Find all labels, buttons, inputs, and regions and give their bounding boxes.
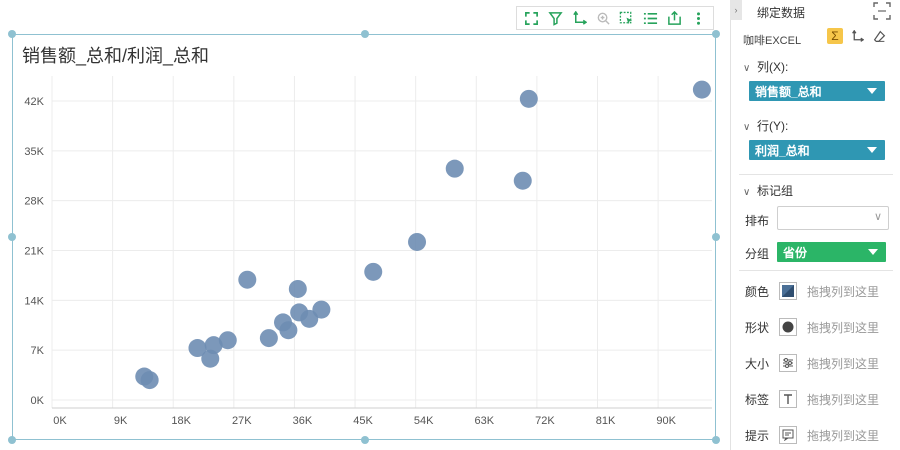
divider [739, 270, 893, 271]
more-icon[interactable] [689, 9, 707, 27]
y-tick-label: 42K [24, 96, 44, 108]
rows-section[interactable]: ∨ 行(Y): [743, 119, 789, 133]
x-tick-label: 90K [656, 415, 676, 427]
y-tick-label: 35K [24, 146, 44, 158]
data-point[interactable] [204, 336, 223, 355]
chevron-down-icon: ∨ [743, 122, 751, 133]
data-point[interactable] [201, 349, 220, 368]
data-point[interactable] [188, 339, 207, 358]
y-tick-label: 7K [31, 345, 45, 357]
rows-field-pill[interactable]: 利润_总和 [749, 140, 885, 160]
size-drop-row[interactable]: 大小 拖拽列到这里 [745, 354, 879, 372]
color-icon [779, 282, 797, 300]
data-point[interactable] [408, 232, 427, 251]
export-icon[interactable] [665, 9, 683, 27]
label-drop-row[interactable]: 标签 拖拽列到这里 [745, 390, 879, 408]
source-tools: Σ [827, 28, 887, 44]
x-tick-label: 36K [293, 415, 313, 427]
resize-handle-tc[interactable] [361, 30, 369, 38]
chart-area: 销售额_总和/利润_总和 0K 7K 14K 21K 28K 35K 42K 0K 9K 18K 2… [8, 6, 720, 444]
x-tick-label: 27K [232, 415, 252, 427]
eraser-icon[interactable] [871, 28, 887, 44]
x-tick-label: 45K [353, 415, 373, 427]
x-tick-label: 18K [171, 415, 191, 427]
scatter-plot: 0K 7K 14K 21K 28K 35K 42K 0K 9K 18K 27K 36K 45K 54K 63… [24, 76, 712, 427]
data-point[interactable] [364, 262, 383, 281]
y-tick-label: 0K [31, 395, 45, 407]
expand-icon[interactable] [523, 9, 541, 27]
shape-icon [779, 318, 797, 336]
color-drop-row[interactable]: 颜色 拖拽列到这里 [745, 282, 879, 300]
resize-handle-tl[interactable] [8, 30, 16, 38]
sum-icon[interactable]: Σ [827, 28, 843, 44]
x-tick-label: 54K [414, 415, 434, 427]
resize-handle-br[interactable] [712, 436, 720, 444]
dropdown-arrow-icon [867, 88, 877, 94]
group-field-pill[interactable]: 省份 [777, 242, 886, 262]
chart-title: 销售额_总和/利润_总和 [22, 46, 210, 66]
data-point[interactable] [259, 329, 278, 348]
scan-icon[interactable] [873, 2, 891, 23]
list-icon[interactable] [642, 9, 660, 27]
panel-title: 绑定数据 [757, 6, 806, 20]
shape-drop-row[interactable]: 形状 拖拽列到这里 [745, 318, 879, 336]
chart-toolbar [516, 6, 714, 30]
y-tick-label: 14K [24, 295, 44, 307]
filter-icon[interactable] [547, 9, 565, 27]
size-icon [779, 354, 797, 372]
axis-icon[interactable] [849, 28, 865, 44]
data-point[interactable] [288, 279, 307, 298]
resize-handle-mr[interactable] [712, 233, 720, 241]
data-source-name: 咖啡EXCEL [743, 35, 802, 47]
group-label: 分组 [745, 247, 770, 261]
resize-handle-bc[interactable] [361, 436, 369, 444]
layout-label: 排布 [745, 214, 770, 228]
select-icon[interactable] [618, 9, 636, 27]
label-icon [779, 390, 797, 408]
dropdown-arrow-icon [868, 249, 878, 255]
x-tick-label: 63K [474, 415, 494, 427]
layout-select[interactable]: ∨ [777, 206, 889, 230]
x-tick-label: 81K [596, 415, 616, 427]
chevron-down-icon: ∨ [743, 187, 751, 198]
columns-field-pill[interactable]: 销售额_总和 [749, 81, 885, 101]
y-tick-label: 21K [24, 246, 44, 258]
dropdown-arrow-icon [867, 147, 877, 153]
data-point[interactable] [513, 171, 532, 190]
data-point[interactable] [279, 321, 298, 340]
axis-swap-icon[interactable] [570, 9, 588, 27]
data-point[interactable] [238, 270, 257, 289]
x-tick-label: 72K [535, 415, 555, 427]
zoom-icon[interactable] [594, 9, 612, 27]
chevron-down-icon: ∨ [743, 63, 751, 74]
columns-section[interactable]: ∨ 列(X): [743, 60, 789, 74]
data-point[interactable] [519, 89, 538, 108]
resize-handle-bl[interactable] [8, 436, 16, 444]
marks-section[interactable]: ∨ 标记组 [743, 184, 794, 198]
chevron-down-icon: ∨ [873, 211, 882, 223]
tooltip-icon [779, 426, 797, 444]
resize-handle-ml[interactable] [8, 233, 16, 241]
tooltip-drop-row[interactable]: 提示 拖拽列到这里 [745, 426, 879, 444]
x-tick-label: 0K [53, 415, 67, 427]
panel-collapse-icon[interactable]: › [730, 0, 742, 20]
divider [739, 174, 893, 175]
data-point[interactable] [218, 331, 237, 350]
data-point[interactable] [692, 80, 711, 99]
y-tick-label: 28K [24, 196, 44, 208]
resize-handle-tr[interactable] [712, 30, 720, 38]
data-point[interactable] [140, 371, 159, 390]
binding-panel: 绑定数据 咖啡EXCEL Σ ∨ 列(X): 销售额_总和 ∨ 行(Y): 利润_总… [730, 0, 900, 450]
data-point[interactable] [300, 309, 319, 328]
x-tick-label: 9K [114, 415, 128, 427]
data-point[interactable] [445, 159, 464, 178]
